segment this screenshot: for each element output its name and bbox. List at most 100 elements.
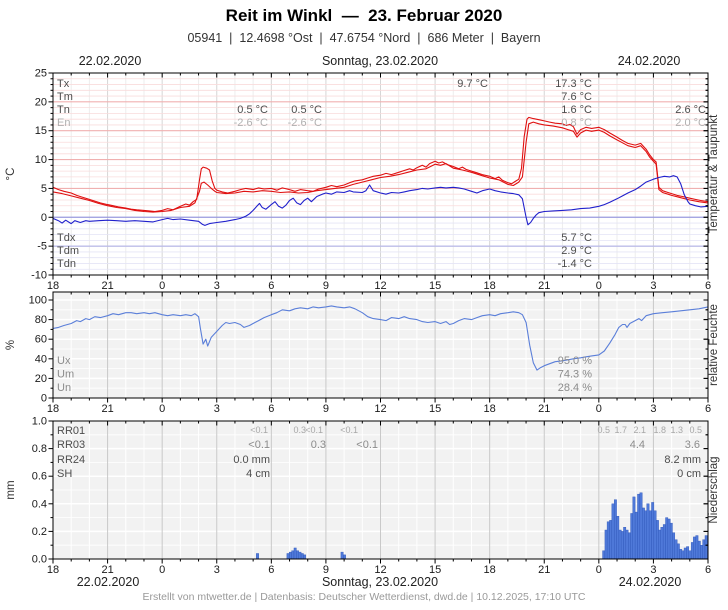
precip-bar <box>293 547 297 559</box>
right-axis-label: relative Feuchte <box>708 304 720 386</box>
x-tick-label: 9 <box>323 564 329 576</box>
precip-bar <box>704 535 708 559</box>
x-tick-label: 21 <box>538 403 550 415</box>
x-tick-label: 6 <box>705 403 711 415</box>
precip-bar <box>613 499 617 559</box>
x-tick-label: 21 <box>101 564 113 576</box>
x-tick-label: 15 <box>429 280 441 292</box>
stat-annotation: Un <box>57 382 71 394</box>
x-tick-label: 6 <box>705 564 711 576</box>
y-tick-labels: 25 20 15 10 5 0 -5 -10 <box>31 68 47 282</box>
axis-ticks <box>48 72 709 280</box>
precip-bar <box>651 502 655 559</box>
stat-annotation: Tdx <box>57 232 76 244</box>
stat-annotation: Um <box>57 369 74 381</box>
stat-annotation: 3.6 <box>685 439 700 451</box>
y-axis-unit-label: mm <box>5 480 17 499</box>
y-tick-label: 10 <box>35 154 47 166</box>
stat-annotation: RR01 <box>57 425 85 437</box>
x-tick-label: 18 <box>484 280 496 292</box>
right-axis-label: Temperatur & Taupunkt <box>708 114 720 233</box>
y-tick-label: 0 <box>41 212 47 224</box>
precip-bar <box>303 554 307 559</box>
stat-annotation: -2.6 °C <box>288 117 322 129</box>
precip-bar <box>665 517 669 559</box>
y-tick-label: 40 <box>35 353 47 365</box>
precip-bar <box>625 529 629 559</box>
y-tick-label: 0.0 <box>32 554 47 566</box>
precip-bar <box>681 550 685 559</box>
stat-annotation: 1.6 °C <box>561 104 592 116</box>
date-label-next-top: 24.02.2020 <box>617 54 681 68</box>
axis-ticks <box>48 420 709 564</box>
precip-bar <box>648 510 652 559</box>
precipitation-bars <box>256 492 708 559</box>
y-tick-label: 0.4 <box>32 498 47 510</box>
stat-annotation: SH <box>57 468 72 480</box>
precip-bar <box>639 492 643 559</box>
grid <box>53 421 708 559</box>
y-tick-label: 1.0 <box>32 416 47 428</box>
taupunkt-curve <box>53 175 708 226</box>
x-tick-labels: 18 21 0 3 6 9 12 15 18 21 0 3 6 <box>47 280 711 292</box>
stat-annotation: Tm <box>57 91 73 103</box>
x-tick-label: 3 <box>650 564 656 576</box>
precip-bar <box>628 532 631 559</box>
precip-bar <box>660 527 664 559</box>
stat-annotation: <0.1 <box>356 439 378 451</box>
stat-annotation: 2.1 <box>633 425 646 435</box>
stat-annotation: RR24 <box>57 454 85 466</box>
date-label-main-bottom: Sonntag, 23.02.2020 <box>321 575 439 589</box>
stat-annotation: 0.3 <box>293 425 306 435</box>
stat-annotation: Ux <box>57 355 71 367</box>
stat-annotation: 2.9 °C <box>561 245 592 257</box>
precip-bar <box>658 529 662 559</box>
x-tick-labels: 18 21 0 3 6 9 12 15 18 21 0 3 6 <box>47 564 711 576</box>
stat-annotation: 1.8 <box>653 425 666 435</box>
x-tick-label: 12 <box>374 564 386 576</box>
x-tick-label: 18 <box>484 403 496 415</box>
x-tick-label: 0 <box>596 280 602 292</box>
station-meta: 05941 | 12.4698 °Ost | 47.6754 °Nord | 6… <box>187 31 541 45</box>
x-tick-label: 18 <box>484 564 496 576</box>
date-label-prev-top: 22.02.2020 <box>78 54 142 68</box>
precip-bar <box>653 510 657 559</box>
x-tick-label: 21 <box>538 564 550 576</box>
precipitation-panel: 18 21 0 3 6 9 12 15 18 21 0 3 6 1.0 0.8 0.6 0.4 0.2 0.0 mm N… <box>5 416 720 577</box>
precip-bar <box>616 516 620 559</box>
temperature-dewpoint-panel: 18 21 0 3 6 9 12 15 18 21 0 3 6 25 20 15 10 5 0 -5 -10 °C Temp… <box>5 68 720 293</box>
stat-annotation: RR03 <box>57 439 85 451</box>
precip-bar <box>296 550 299 559</box>
x-tick-label: 9 <box>323 403 329 415</box>
stat-annotation: En <box>57 117 70 129</box>
stat-annotation: Tn <box>57 104 70 116</box>
stat-annotation: 0.5 <box>597 425 610 435</box>
x-tick-label: 3 <box>214 564 220 576</box>
y-tick-label: 0.8 <box>32 443 47 455</box>
stat-annotation: 74.3 % <box>558 369 592 381</box>
precip-bar <box>286 553 290 559</box>
y-tick-label: 0.6 <box>32 471 47 483</box>
precip-bar <box>623 527 627 559</box>
humidity-panel: 18 21 0 3 6 9 12 15 18 21 0 3 6 100 80 60 40 20 0% relative… <box>5 291 720 415</box>
precip-bar <box>620 531 624 559</box>
precip-bar <box>340 551 344 559</box>
precip-bar <box>697 540 701 559</box>
x-tick-label: 12 <box>374 403 386 415</box>
precip-bar <box>632 496 636 559</box>
stat-annotation: -2.6 °C <box>234 117 268 129</box>
x-tick-label: 0 <box>596 564 602 576</box>
y-tick-label: 60 <box>35 334 47 346</box>
stat-annotation: 4.4 <box>630 439 645 451</box>
y-axis-unit-label: °C <box>5 168 17 181</box>
credit-line: Erstellt von mtwetter.de | Datenbasis: D… <box>142 591 586 603</box>
x-tick-label: 0 <box>159 403 165 415</box>
precip-bar <box>672 532 676 559</box>
y-tick-label: 0.2 <box>32 526 47 538</box>
stat-annotation: 2.0 °C <box>675 117 706 129</box>
right-axis-label: Niederschlag <box>708 456 720 523</box>
